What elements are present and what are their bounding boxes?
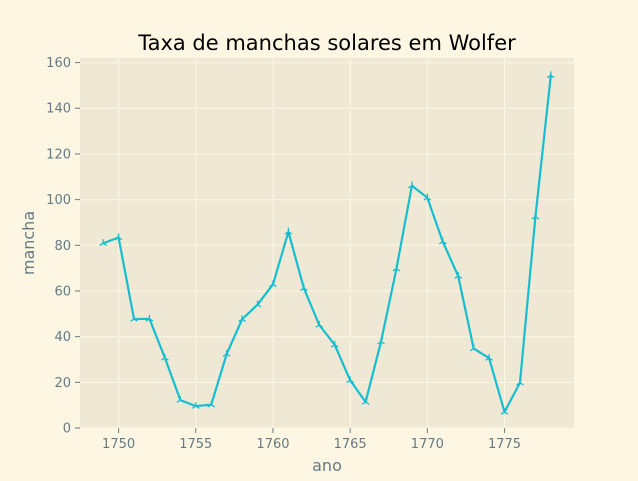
data-point-marker xyxy=(531,212,540,220)
data-point-marker xyxy=(238,315,246,323)
grid-lines xyxy=(80,58,574,429)
data-point-marker xyxy=(176,396,185,403)
data-point-marker xyxy=(99,239,108,246)
data-point-marker xyxy=(500,408,509,415)
data-point-marker xyxy=(377,337,385,345)
data-point-marker xyxy=(161,353,169,361)
x-tick-label: 1760 xyxy=(256,437,289,452)
data-point-marker xyxy=(516,378,524,386)
x-tick-label: 1755 xyxy=(179,437,212,452)
data-point-marker xyxy=(361,397,370,405)
data-point-marker xyxy=(299,284,308,291)
y-axis-label: mancha xyxy=(19,211,38,275)
data-point-marker xyxy=(269,280,277,288)
y-tick-label: 80 xyxy=(54,239,71,254)
data-point-marker xyxy=(392,264,401,272)
y-tick-label: 20 xyxy=(54,376,71,391)
data-point-marker xyxy=(454,272,463,279)
x-tick-label: 1770 xyxy=(411,437,444,452)
data-point-marker xyxy=(346,376,355,384)
data-point-marker xyxy=(222,350,231,357)
y-axis-ticks: 0 20 40 60 80 100 120 140 160 xyxy=(46,56,80,437)
y-tick-label: 160 xyxy=(46,56,71,71)
y-tick-label: 60 xyxy=(54,284,71,299)
data-point-marker xyxy=(485,354,493,361)
y-tick-label: 0 xyxy=(63,422,71,437)
data-point-marker xyxy=(253,300,262,308)
y-tick-label: 140 xyxy=(46,102,71,117)
data-point-marker xyxy=(423,193,432,201)
x-tick-label: 1775 xyxy=(488,437,521,452)
x-axis-label: ano xyxy=(312,456,342,475)
x-axis-ticks: 1750 1755 1760 1765 1770 1775 xyxy=(102,428,521,452)
data-point-marker xyxy=(284,227,293,235)
data-point-marker xyxy=(469,344,478,352)
data-point-marker xyxy=(114,233,123,241)
data-point-marker xyxy=(315,320,324,328)
data-point-marker xyxy=(546,71,555,79)
x-tick-label: 1750 xyxy=(102,437,135,452)
data-point-marker xyxy=(408,181,416,189)
chart-title: Taxa de manchas solares em Wolfer xyxy=(137,31,516,55)
data-point-marker xyxy=(191,402,200,409)
data-point-marker xyxy=(438,237,447,245)
data-point-marker xyxy=(130,315,138,322)
data-point-marker xyxy=(207,400,216,408)
series-layer xyxy=(99,71,555,415)
y-tick-label: 120 xyxy=(46,147,71,162)
data-point-marker xyxy=(145,314,154,322)
y-tick-label: 40 xyxy=(54,330,71,345)
plot-area xyxy=(80,58,574,428)
y-tick-label: 100 xyxy=(46,193,71,208)
data-point-marker xyxy=(330,340,339,348)
x-tick-label: 1765 xyxy=(334,437,367,452)
